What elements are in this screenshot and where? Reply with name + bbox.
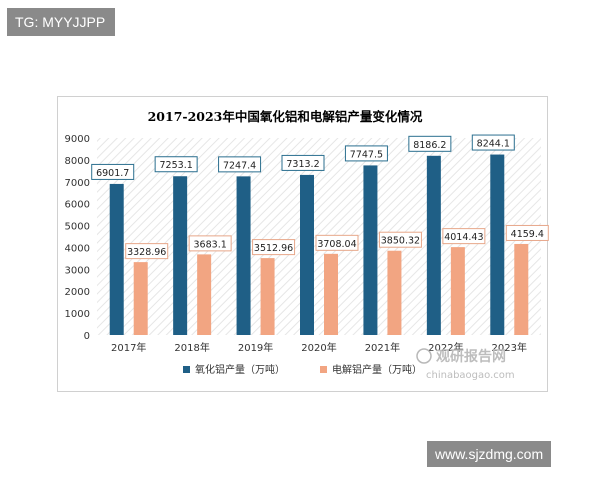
bar-electrolytic-aluminum bbox=[324, 253, 338, 335]
data-label-box bbox=[281, 154, 325, 171]
data-label-box bbox=[154, 156, 198, 173]
y-tick-label: 8000 bbox=[65, 156, 90, 167]
bar-electrolytic-aluminum bbox=[133, 262, 148, 335]
data-label-box bbox=[218, 156, 262, 173]
data-label-box bbox=[408, 135, 452, 152]
y-tick-label: 9000 bbox=[65, 134, 90, 145]
x-tick-label: 2019年 bbox=[238, 341, 273, 354]
data-label: 7247.4 bbox=[223, 160, 256, 171]
data-label: 7747.5 bbox=[350, 149, 383, 160]
x-tick-label: 2020年 bbox=[301, 341, 336, 354]
y-tick-label: 2000 bbox=[65, 287, 90, 298]
data-label: 6901.7 bbox=[96, 168, 129, 179]
data-label-box bbox=[505, 224, 549, 241]
x-tick-label: 2018年 bbox=[174, 341, 209, 354]
y-tick-label: 7000 bbox=[65, 178, 90, 189]
legend-label: 电解铝产量（万吨） bbox=[332, 363, 422, 376]
y-tick-label: 1000 bbox=[65, 309, 90, 320]
data-label-box bbox=[315, 234, 359, 251]
bottom-right-tag: www.sjzdmg.com bbox=[427, 441, 552, 467]
data-label-box bbox=[91, 163, 135, 180]
x-tick-label: 2022年 bbox=[428, 341, 463, 354]
x-tick-label: 2021年 bbox=[365, 341, 400, 354]
bar-electrolytic-aluminum bbox=[260, 258, 275, 335]
legend-label: 氧化铝产量（万吨） bbox=[195, 363, 285, 376]
legend-swatch bbox=[320, 366, 327, 373]
bar-alumina bbox=[109, 183, 124, 335]
bars-group bbox=[109, 154, 529, 335]
data-label-box bbox=[125, 243, 169, 260]
x-tick-label: 2017年 bbox=[111, 341, 146, 354]
y-tick-label: 6000 bbox=[65, 200, 90, 211]
data-label-box bbox=[252, 239, 296, 256]
data-label: 3708.04 bbox=[317, 239, 356, 250]
data-label: 8244.1 bbox=[477, 139, 510, 150]
data-label-box bbox=[188, 235, 232, 252]
bar-alumina bbox=[363, 165, 378, 335]
data-label: 3328.96 bbox=[127, 247, 166, 258]
watermark-logo-icon bbox=[416, 348, 432, 364]
data-label: 8186.2 bbox=[413, 140, 446, 151]
bar-alumina bbox=[173, 176, 188, 335]
data-label-box bbox=[378, 231, 422, 248]
legend: 氧化铝产量（万吨） 电解铝产量（万吨） bbox=[183, 363, 422, 376]
data-label-box bbox=[344, 145, 388, 162]
data-label: 4159.4 bbox=[511, 229, 544, 240]
bar-electrolytic-aluminum bbox=[197, 254, 212, 335]
x-tick-label: 2023年 bbox=[492, 341, 527, 354]
x-axis: 2017年 2018年 2019年 2020年 2021年 2022年 2023年 bbox=[111, 341, 527, 354]
data-label: 3512.96 bbox=[254, 243, 293, 254]
bar-alumina bbox=[426, 155, 441, 335]
watermark: 观研报告网 chinabaogao.com bbox=[416, 348, 515, 381]
data-label-box bbox=[471, 134, 515, 151]
data-labels-group: 6901.7 3328.96 7253.1 3683.1 7247.4 3512.96 73… bbox=[91, 134, 549, 260]
data-label-box bbox=[442, 228, 486, 245]
data-label: 4014.43 bbox=[444, 232, 483, 243]
y-tick-label: 0 bbox=[84, 331, 90, 342]
watermark-url: chinabaogao.com bbox=[426, 370, 515, 381]
bar-electrolytic-aluminum bbox=[514, 243, 529, 335]
legend-swatch bbox=[183, 366, 190, 373]
y-tick-label: 3000 bbox=[65, 265, 90, 276]
bar-electrolytic-aluminum bbox=[387, 250, 402, 335]
top-left-tag: TG: MYYJJPP bbox=[7, 8, 116, 36]
data-label: 7253.1 bbox=[160, 160, 193, 171]
data-label: 3850.32 bbox=[381, 236, 420, 247]
chart-title: 2017-2023年中国氧化铝和电解铝产量变化情况 bbox=[148, 109, 423, 124]
bar-alumina bbox=[236, 176, 251, 335]
bar-alumina bbox=[300, 174, 314, 335]
y-tick-label: 4000 bbox=[65, 243, 90, 254]
bar-electrolytic-aluminum bbox=[450, 247, 465, 335]
data-label: 3683.1 bbox=[194, 239, 227, 250]
bar-alumina bbox=[490, 154, 505, 335]
y-axis: 0 1000 2000 3000 4000 5000 6000 7000 8000 9000 bbox=[65, 134, 90, 342]
watermark-name: 观研报告网 bbox=[436, 348, 506, 365]
data-label: 7313.2 bbox=[286, 159, 319, 170]
y-tick-label: 5000 bbox=[65, 222, 90, 233]
